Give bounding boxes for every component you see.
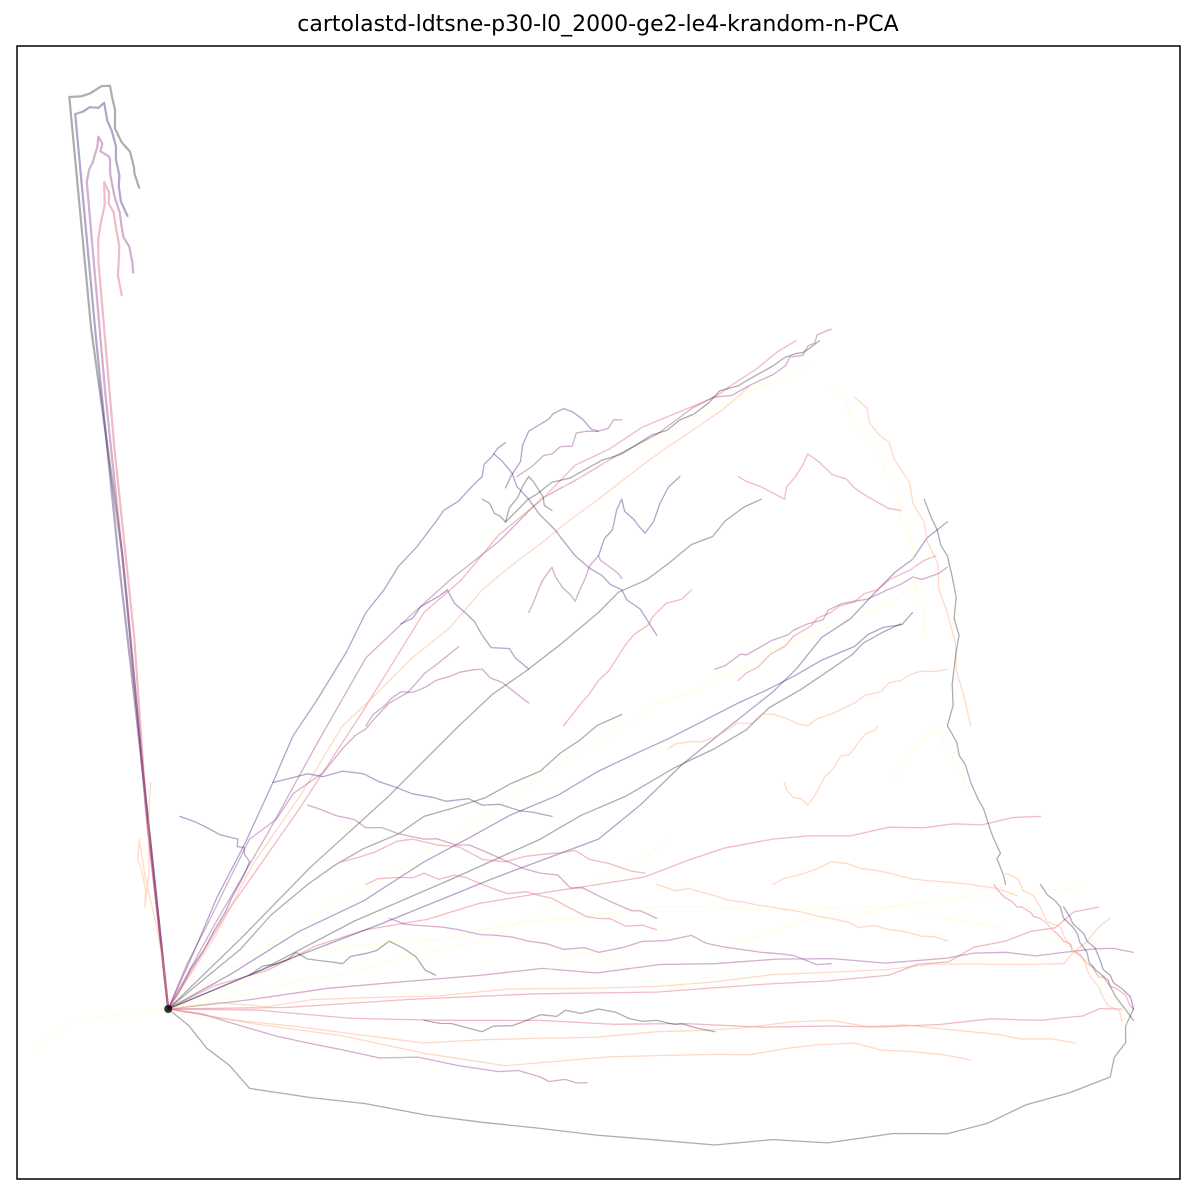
trajectory-line bbox=[714, 905, 1007, 954]
trajectory-line bbox=[167, 577, 925, 1010]
trajectory-line bbox=[504, 339, 821, 523]
trajectory-line bbox=[248, 940, 437, 976]
trajectory-line bbox=[504, 407, 600, 489]
trajectory-line bbox=[167, 1008, 1076, 1044]
trajectory-line bbox=[1004, 872, 1123, 1022]
trajectory-line bbox=[167, 645, 460, 1010]
trajectory-line bbox=[167, 441, 507, 1010]
trajectory-line bbox=[167, 917, 1111, 1010]
trajectory-line bbox=[783, 725, 879, 806]
trajectory-line bbox=[167, 623, 902, 1010]
trajectory-line bbox=[167, 611, 914, 1010]
trajectory-line bbox=[830, 385, 926, 636]
trajectory-line bbox=[341, 838, 646, 874]
chart-title: cartolastd-ldtsne-p30-l0_2000-ge2-le4-kr… bbox=[297, 12, 899, 37]
trajectory-line bbox=[597, 475, 681, 557]
trajectory-line bbox=[528, 555, 623, 614]
trajectory-line bbox=[365, 872, 658, 931]
origin-point bbox=[164, 1005, 173, 1013]
trajectory-line bbox=[888, 725, 972, 795]
trajectory-line bbox=[167, 328, 832, 1010]
trajectory-line bbox=[167, 713, 623, 1010]
trajectory-line bbox=[167, 339, 797, 1010]
trajectory-line bbox=[33, 1008, 169, 1050]
trajectory-line bbox=[167, 385, 751, 1010]
trajectory-line bbox=[167, 883, 1088, 1010]
trajectory-line bbox=[167, 1007, 1123, 1028]
series-layer bbox=[33, 84, 1135, 1146]
trajectory-line bbox=[97, 180, 170, 1011]
trajectory-line bbox=[481, 362, 809, 546]
trajectory-line bbox=[737, 555, 937, 682]
trajectory-line bbox=[167, 521, 949, 1010]
trajectory-line bbox=[167, 1008, 972, 1067]
trajectory-line bbox=[516, 419, 623, 478]
trajectory-line bbox=[481, 475, 553, 523]
trajectory-line bbox=[923, 498, 1007, 886]
trajectory-line bbox=[1016, 895, 1135, 1033]
trajectory-line bbox=[74, 101, 170, 1011]
plot-frame bbox=[16, 45, 1181, 1180]
trajectory-line bbox=[167, 815, 251, 1010]
trajectory-line bbox=[993, 883, 1135, 1010]
trajectory-line bbox=[167, 1008, 588, 1084]
trajectory-line bbox=[400, 589, 530, 670]
trajectory-line bbox=[167, 498, 762, 1010]
trajectory-line bbox=[737, 453, 902, 512]
trajectory-line bbox=[388, 917, 832, 966]
trajectory-line bbox=[85, 135, 170, 1011]
trajectory-line bbox=[772, 861, 1018, 897]
trajectory-line bbox=[423, 1008, 716, 1033]
trajectory-line bbox=[667, 668, 949, 750]
trajectory-line bbox=[68, 84, 170, 1011]
trajectory-line bbox=[656, 883, 949, 942]
trajectory-line bbox=[307, 804, 658, 920]
trajectory-line bbox=[167, 1008, 1135, 1146]
trajectory-line bbox=[714, 566, 949, 670]
trajectory-line bbox=[272, 770, 553, 818]
trajectory-line bbox=[137, 781, 169, 1010]
trajectory-line bbox=[539, 951, 716, 988]
trajectory-line bbox=[167, 947, 1135, 1010]
trajectory-line bbox=[562, 589, 693, 727]
trajectory-line bbox=[853, 396, 972, 727]
trajectory-line bbox=[167, 838, 669, 1010]
trajectory-line bbox=[1063, 906, 1135, 1010]
trajectory-line bbox=[167, 906, 1100, 1010]
trajectory-line bbox=[365, 668, 530, 727]
trajectory-line bbox=[1039, 883, 1135, 1022]
trajectory-line bbox=[493, 453, 658, 636]
trajectory-line bbox=[167, 815, 1042, 1010]
